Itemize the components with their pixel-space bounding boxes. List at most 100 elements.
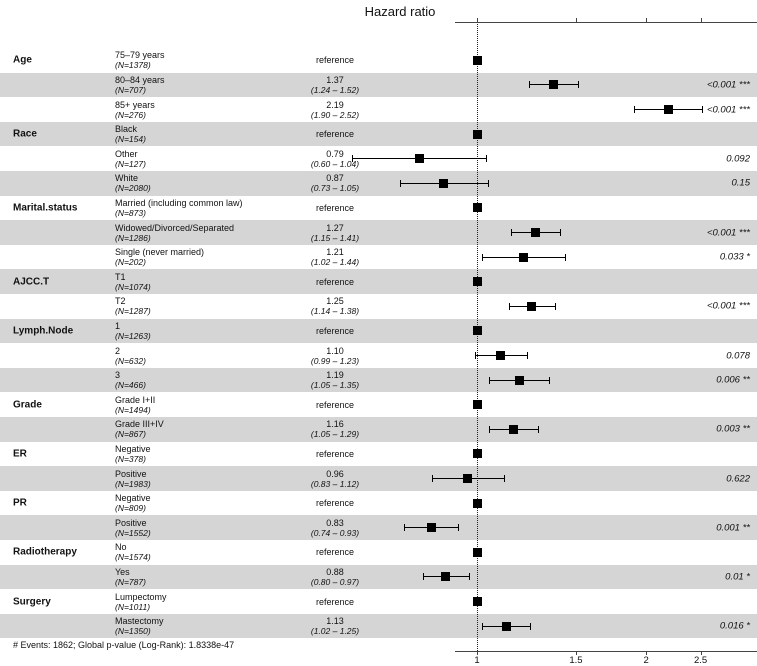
level-label: 1 — [115, 320, 121, 331]
p-value: 0.078 — [726, 350, 750, 361]
estimate-cell: reference — [268, 203, 402, 213]
estimate-cell: 0.96 (0.83 – 1.12) — [268, 469, 402, 489]
level-n: (N=809) — [115, 503, 146, 514]
row-stripe — [0, 171, 757, 196]
level-n: (N=154) — [115, 134, 146, 145]
chart-title: Hazard ratio — [364, 4, 436, 19]
level-n: (N=1286) — [115, 232, 151, 243]
level-n: (N=1350) — [115, 626, 151, 637]
level-label: Grade III+IV — [115, 419, 164, 430]
x-tick-top — [646, 18, 648, 22]
hr-marker — [441, 572, 451, 582]
p-value: 0.092 — [726, 153, 750, 165]
hr-marker — [519, 252, 528, 262]
level-n: (N=1494) — [115, 404, 151, 415]
estimate-cell: 1.13 (1.02 – 1.25) — [268, 616, 402, 636]
hr-estimate: 0.79 — [326, 148, 344, 159]
level-n: (N=127) — [115, 158, 146, 169]
reference-text: reference — [315, 399, 355, 410]
hr-ci-text: (1.14 – 1.38) — [310, 306, 360, 317]
x-axis-bottom — [455, 651, 757, 652]
reference-text: reference — [315, 202, 355, 213]
hr-estimate: 1.25 — [326, 296, 344, 307]
estimate-cell: reference — [268, 597, 402, 607]
estimate-cell: 0.79 (0.60 – 1.04) — [268, 149, 402, 169]
level-cell: Other (N=127) — [115, 149, 146, 169]
level-n: (N=1287) — [115, 306, 151, 317]
variable-label: Grade — [13, 399, 42, 411]
level-cell: Black (N=154) — [115, 124, 146, 144]
level-n: (N=1263) — [115, 330, 151, 341]
level-n: (N=1552) — [115, 527, 151, 538]
level-label: Grade I+II — [115, 394, 156, 405]
level-cell: Positive (N=1552) — [115, 518, 151, 538]
level-n: (N=787) — [115, 576, 146, 587]
level-n: (N=466) — [115, 380, 146, 391]
level-n: (N=2080) — [115, 183, 151, 194]
estimate-cell: reference — [268, 129, 402, 139]
hr-marker — [514, 375, 524, 385]
level-label: Negative — [115, 493, 151, 504]
level-cell: Positive (N=1983) — [115, 469, 151, 489]
p-value: <0.001 *** — [706, 104, 750, 115]
hr-estimate: 1.19 — [326, 370, 344, 381]
level-label: 3 — [115, 370, 121, 381]
estimate-cell: 1.37 (1.24 – 1.52) — [268, 75, 402, 95]
p-value: <0.001 *** — [706, 300, 750, 312]
p-value: 0.001 ** — [716, 522, 750, 534]
estimate-cell: 0.88 (0.80 – 0.97) — [268, 567, 402, 587]
level-cell: 80–84 years (N=707) — [115, 75, 165, 95]
reference-text: reference — [315, 276, 355, 287]
x-tick-bottom — [700, 651, 702, 655]
reference-marker — [472, 326, 482, 336]
variable-label: Age — [13, 54, 32, 66]
x-tick-bottom — [477, 651, 478, 655]
level-label: 80–84 years — [115, 74, 165, 85]
level-cell: Lumpectomy (N=1011) — [115, 592, 167, 612]
estimate-cell: reference — [268, 547, 402, 557]
level-n: (N=276) — [115, 109, 146, 120]
level-label: White — [115, 173, 139, 184]
x-tick-bottom — [575, 651, 577, 655]
hr-ci-text: (1.24 – 1.52) — [310, 84, 360, 95]
level-label: 75–79 years — [115, 50, 165, 61]
reference-marker — [472, 203, 482, 213]
row-stripe — [0, 466, 757, 491]
level-cell: No (N=1574) — [115, 542, 151, 562]
hr-marker — [495, 351, 505, 360]
reference-line — [477, 22, 478, 651]
estimate-cell: reference — [268, 400, 402, 410]
level-label: 85+ years — [115, 99, 155, 110]
variable-label: Marital.status — [13, 202, 78, 214]
level-n: (N=707) — [115, 84, 146, 95]
hr-ci-text: (0.80 – 0.97) — [310, 576, 360, 587]
hr-ci-text: (0.60 – 1.04) — [310, 158, 360, 169]
reference-marker — [472, 129, 482, 139]
hr-marker — [663, 105, 673, 114]
level-label: Other — [115, 148, 138, 159]
hr-estimate: 0.87 — [326, 173, 344, 184]
hr-marker — [438, 178, 448, 188]
estimate-cell: 1.27 (1.15 – 1.41) — [268, 223, 402, 243]
reference-marker — [472, 277, 482, 287]
hr-marker — [414, 154, 424, 164]
level-n: (N=873) — [115, 207, 146, 218]
p-value: 0.01 * — [725, 571, 750, 583]
hr-ci-text: (1.02 – 1.25) — [310, 626, 360, 637]
level-label: Widowed/Divorced/Separated — [115, 222, 235, 233]
level-cell: Negative (N=809) — [115, 493, 151, 513]
level-n: (N=1011) — [115, 601, 151, 612]
row-stripe — [0, 417, 757, 442]
level-label: Black — [115, 124, 138, 135]
hr-ci-text: (0.83 – 1.12) — [310, 478, 360, 489]
reference-text: reference — [315, 325, 355, 336]
p-value: 0.15 — [731, 177, 751, 189]
hr-estimate: 2.19 — [326, 99, 344, 110]
x-tick-top — [700, 18, 702, 22]
level-cell: 75–79 years (N=1378) — [115, 50, 165, 70]
level-cell: 3 (N=466) — [115, 370, 146, 390]
level-cell: 1 (N=1263) — [115, 321, 151, 341]
reference-marker — [472, 55, 482, 65]
estimate-cell: reference — [268, 449, 402, 459]
